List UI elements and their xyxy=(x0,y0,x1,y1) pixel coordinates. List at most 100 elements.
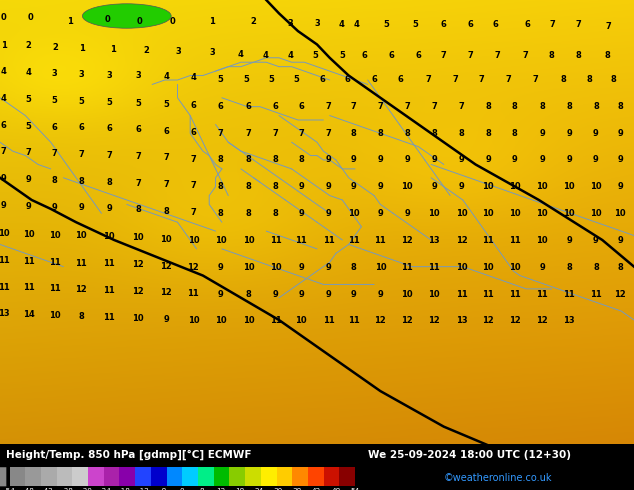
Text: 8: 8 xyxy=(485,129,491,138)
Text: 6: 6 xyxy=(163,126,169,136)
Text: 10: 10 xyxy=(564,209,575,218)
Text: 9: 9 xyxy=(458,155,465,165)
Text: 6: 6 xyxy=(190,101,197,110)
Text: 9: 9 xyxy=(298,263,304,272)
Text: 9: 9 xyxy=(485,155,491,165)
Text: 4: 4 xyxy=(338,21,344,29)
Text: 4: 4 xyxy=(238,49,244,59)
Text: 9: 9 xyxy=(566,236,573,245)
Text: 30: 30 xyxy=(274,488,283,490)
Text: 1: 1 xyxy=(67,17,73,26)
Text: 11: 11 xyxy=(456,290,467,299)
Text: 10: 10 xyxy=(188,236,199,245)
Text: 9: 9 xyxy=(325,182,332,191)
Bar xyxy=(214,467,230,487)
Text: 9: 9 xyxy=(431,182,437,191)
Text: 11: 11 xyxy=(323,236,334,245)
Text: 9: 9 xyxy=(404,209,410,218)
Text: 5: 5 xyxy=(135,98,141,108)
Text: 9: 9 xyxy=(617,236,623,245)
Text: ©weatheronline.co.uk: ©weatheronline.co.uk xyxy=(444,473,552,483)
Text: 4: 4 xyxy=(353,21,359,29)
Text: -38: -38 xyxy=(61,488,73,490)
Text: 11: 11 xyxy=(509,236,521,245)
Text: 8: 8 xyxy=(51,176,58,185)
Text: 6: 6 xyxy=(1,121,7,130)
Bar xyxy=(25,467,41,487)
Text: 9: 9 xyxy=(539,263,545,272)
Text: 9: 9 xyxy=(431,155,437,165)
Ellipse shape xyxy=(82,4,171,28)
Text: 6: 6 xyxy=(135,125,141,134)
Text: 8: 8 xyxy=(298,155,304,165)
Text: 9: 9 xyxy=(298,182,304,191)
Text: 13: 13 xyxy=(456,317,467,325)
Text: 11: 11 xyxy=(348,236,359,245)
Text: 11: 11 xyxy=(270,317,281,325)
Text: 8: 8 xyxy=(593,263,599,272)
FancyArrow shape xyxy=(0,467,6,487)
Text: 3: 3 xyxy=(106,71,112,80)
Text: 0: 0 xyxy=(136,17,143,26)
Text: 11: 11 xyxy=(348,317,359,325)
Bar xyxy=(292,467,308,487)
Text: 1: 1 xyxy=(79,45,86,53)
Text: 8: 8 xyxy=(617,102,623,111)
Text: 2: 2 xyxy=(25,41,32,50)
Text: 0: 0 xyxy=(105,16,111,24)
Text: 10: 10 xyxy=(456,263,467,272)
Text: 8: 8 xyxy=(485,102,491,111)
Text: We 25-09-2024 18:00 UTC (12+30): We 25-09-2024 18:00 UTC (12+30) xyxy=(368,450,571,460)
Text: 8: 8 xyxy=(566,102,573,111)
Text: 7: 7 xyxy=(404,102,410,111)
Text: 9: 9 xyxy=(217,263,224,272)
Text: 10: 10 xyxy=(49,231,60,240)
Text: 8: 8 xyxy=(377,129,384,138)
Text: 9: 9 xyxy=(325,263,332,272)
Text: 9: 9 xyxy=(377,155,384,165)
Text: 7: 7 xyxy=(479,75,485,84)
Text: 6: 6 xyxy=(398,75,404,84)
Text: 10: 10 xyxy=(215,317,226,325)
Text: 6: 6 xyxy=(78,123,84,132)
Text: 8: 8 xyxy=(548,50,555,60)
Text: 6: 6 xyxy=(190,128,197,137)
Text: 8: 8 xyxy=(245,182,252,191)
Bar xyxy=(41,467,56,487)
Text: 7: 7 xyxy=(550,21,556,29)
Text: 12: 12 xyxy=(536,317,548,325)
Text: 9: 9 xyxy=(512,155,518,165)
Text: 8: 8 xyxy=(78,177,84,186)
Text: 11: 11 xyxy=(375,236,386,245)
Bar xyxy=(167,467,183,487)
Text: 9: 9 xyxy=(539,129,545,138)
Text: 10: 10 xyxy=(160,235,172,244)
Text: 10: 10 xyxy=(270,263,281,272)
Text: 0: 0 xyxy=(1,13,7,22)
Text: 10: 10 xyxy=(375,263,386,272)
Text: 10: 10 xyxy=(49,311,60,320)
Text: 7: 7 xyxy=(575,21,581,29)
Text: 1: 1 xyxy=(110,45,116,54)
Text: 8: 8 xyxy=(273,155,279,165)
Text: 12: 12 xyxy=(509,317,521,325)
Text: 9: 9 xyxy=(51,202,58,212)
Text: 5: 5 xyxy=(412,21,418,29)
Text: 10: 10 xyxy=(348,209,359,218)
Text: 5: 5 xyxy=(25,122,32,131)
Text: 9: 9 xyxy=(593,129,599,138)
Text: 7: 7 xyxy=(163,180,169,189)
Text: 11: 11 xyxy=(429,263,440,272)
Text: 7: 7 xyxy=(106,151,112,160)
Text: 3: 3 xyxy=(78,70,84,79)
Text: 6: 6 xyxy=(493,21,499,29)
Text: 3: 3 xyxy=(51,69,58,78)
Text: 8: 8 xyxy=(245,290,252,299)
Text: -30: -30 xyxy=(81,488,92,490)
Text: 8: 8 xyxy=(575,50,581,60)
Text: 8: 8 xyxy=(217,182,224,191)
Text: 10: 10 xyxy=(0,229,10,238)
Text: 8: 8 xyxy=(404,129,410,138)
Text: 8: 8 xyxy=(560,75,566,84)
Text: 12: 12 xyxy=(375,317,386,325)
